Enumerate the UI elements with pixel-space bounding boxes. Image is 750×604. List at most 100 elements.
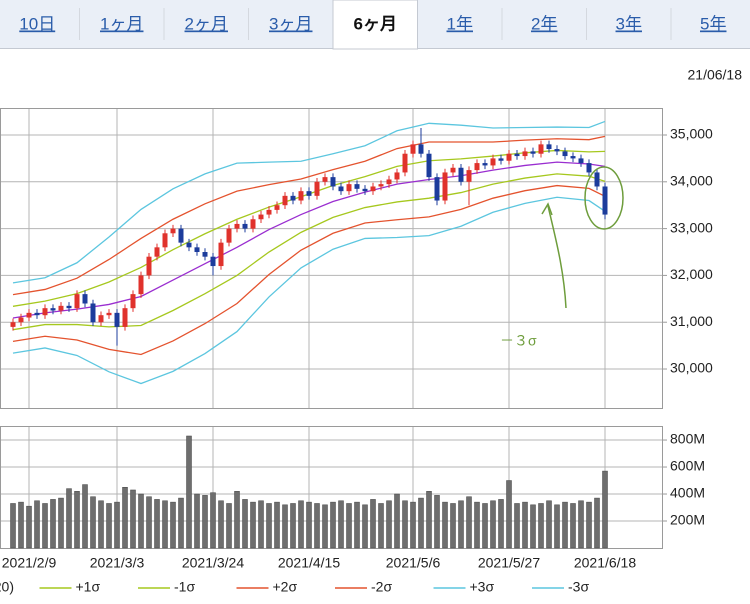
candle-body — [98, 315, 104, 323]
candle-body — [402, 153, 408, 173]
candle-body — [538, 144, 544, 154]
volume-bar — [18, 501, 24, 549]
candle-body — [322, 177, 328, 182]
volume-bar — [298, 500, 304, 549]
volume-bar — [506, 480, 512, 549]
candle-body — [330, 177, 336, 187]
candle-body — [562, 151, 568, 157]
candle-body — [314, 181, 320, 196]
volume-bar — [210, 492, 216, 549]
tab[interactable]: 1年 — [447, 14, 473, 33]
volume-bar — [498, 499, 504, 549]
candle-body — [362, 188, 368, 192]
y-tick-label: 800M — [670, 431, 705, 447]
band-line — [12, 184, 606, 356]
candle-body — [58, 305, 64, 311]
annotation-text: －３σ — [500, 333, 537, 349]
band-line — [12, 173, 606, 331]
tab[interactable]: 2ヶ月 — [185, 14, 228, 33]
legend-label: (20) — [0, 579, 14, 595]
legend-label: +2σ — [273, 579, 298, 595]
candle-body — [10, 322, 16, 327]
candle-body — [130, 294, 136, 309]
volume-bar — [290, 503, 296, 549]
tab[interactable]: 10日 — [19, 14, 55, 33]
volume-bar — [202, 495, 208, 549]
tab[interactable]: 6ヶ月 — [354, 14, 397, 33]
candle-body — [82, 294, 88, 304]
band-line — [12, 120, 606, 284]
volume-bar — [26, 505, 32, 549]
volume-bar — [402, 500, 408, 549]
y-tick-label: 31,000 — [670, 313, 713, 329]
y-tick-label: 30,000 — [670, 360, 713, 376]
candle-body — [578, 158, 584, 164]
volume-bar — [442, 501, 448, 549]
candle-body — [298, 191, 304, 201]
volume-bar — [530, 504, 536, 549]
candle-body — [594, 172, 600, 187]
tab[interactable]: 5年 — [700, 14, 726, 33]
date-label: 21/06/18 — [688, 67, 743, 83]
volume-bar — [242, 499, 248, 549]
x-tick-label: 2021/3/24 — [182, 555, 244, 571]
candle-body — [42, 308, 48, 316]
candle-body — [506, 153, 512, 161]
candle-body — [178, 228, 184, 243]
candle-body — [378, 184, 384, 187]
volume-bar — [538, 503, 544, 549]
volume-bar — [98, 500, 104, 549]
candle-body — [162, 233, 168, 248]
tab[interactable]: 1ヶ月 — [100, 14, 143, 33]
volume-bar — [274, 501, 280, 549]
candle-body — [218, 242, 224, 267]
legend-label: -3σ — [568, 579, 589, 595]
volume-bar — [522, 501, 528, 549]
volume-bar — [578, 500, 584, 549]
volume-bar — [562, 501, 568, 549]
candle-body — [50, 308, 56, 311]
candle-body — [258, 214, 264, 220]
volume-bar — [386, 500, 392, 549]
volume-bar — [306, 501, 312, 549]
candle-body — [146, 256, 152, 276]
volume-bar — [514, 503, 520, 549]
candle-body — [274, 205, 280, 210]
annotation-arrow — [547, 205, 567, 309]
volume-bar — [130, 489, 136, 549]
volume-bar — [370, 499, 376, 549]
volume-bar — [34, 500, 40, 549]
volume-bar — [250, 501, 256, 549]
candle-body — [586, 163, 592, 173]
x-tick-label: 2021/5/6 — [386, 555, 441, 571]
candle-body — [490, 158, 496, 166]
volume-bar — [266, 503, 272, 549]
volume-bar — [74, 491, 80, 549]
tab[interactable]: 3ヶ月 — [269, 14, 312, 33]
legend-label: -2σ — [371, 579, 392, 595]
volume-bar — [154, 499, 160, 549]
y-tick-label: 35,000 — [670, 126, 713, 142]
price-frame — [0, 108, 663, 409]
volume-bar — [330, 501, 336, 549]
candle-body — [26, 312, 32, 318]
volume-bar — [354, 501, 360, 549]
x-tick-label: 2021/6/18 — [574, 555, 636, 571]
tab[interactable]: 2年 — [531, 14, 557, 33]
candle-body — [66, 305, 72, 309]
candle-body — [426, 153, 432, 178]
tab[interactable]: 3年 — [616, 14, 642, 33]
annotation-arrowhead — [541, 202, 553, 216]
candle-body — [226, 228, 232, 243]
annotation-circle — [584, 166, 624, 230]
volume-bar — [258, 500, 264, 549]
volume-bar — [138, 493, 144, 549]
candle-body — [266, 209, 272, 215]
volume-bar — [418, 497, 424, 549]
volume-bar — [426, 491, 432, 549]
band-line — [12, 161, 606, 319]
y-tick-label: 400M — [670, 485, 705, 501]
volume-bar — [602, 470, 608, 549]
volume-bar — [146, 496, 152, 549]
